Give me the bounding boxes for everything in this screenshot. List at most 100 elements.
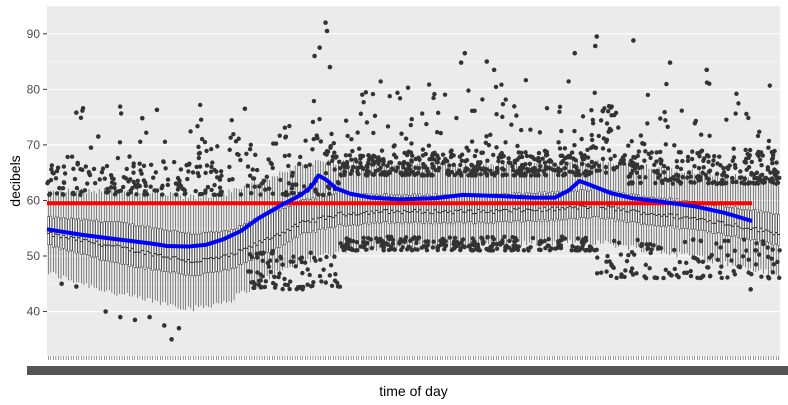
box (153, 227, 157, 270)
outlier-point (584, 172, 590, 178)
outlier-point (341, 247, 346, 253)
outlier-point (717, 270, 723, 275)
outlier-point (680, 158, 685, 164)
outlier-point (287, 279, 293, 284)
box (288, 206, 292, 243)
outlier-point (161, 159, 166, 165)
outlier-point (361, 240, 366, 246)
outlier-point (478, 172, 483, 177)
outlier-point (130, 185, 135, 191)
outlier-point (154, 107, 160, 113)
outlier-point (578, 151, 584, 156)
outlier-point (594, 247, 599, 252)
box (131, 223, 134, 266)
outlier-point (144, 130, 149, 135)
outlier-point (494, 165, 500, 171)
box (194, 233, 198, 276)
box (675, 198, 679, 227)
box (136, 225, 139, 268)
outlier-point (197, 102, 203, 108)
outlier-point (100, 166, 106, 171)
outlier-point (523, 150, 528, 155)
box (619, 193, 623, 222)
box (80, 220, 83, 255)
outlier-point (413, 156, 418, 162)
box (260, 216, 264, 257)
outlier-point (104, 190, 109, 195)
outlier-point (334, 154, 339, 159)
outlier-point (592, 90, 597, 95)
outlier-point (486, 248, 491, 253)
outlier-point (637, 180, 643, 186)
outlier-point (309, 284, 314, 289)
outlier-point (748, 287, 753, 292)
outlier-point (464, 145, 469, 150)
outlier-point (600, 109, 606, 114)
outlier-point (139, 115, 145, 121)
outlier-point (766, 145, 771, 150)
outlier-point (430, 245, 436, 250)
outlier-point (574, 246, 580, 252)
outlier-point (648, 250, 653, 256)
outlier-point (643, 276, 649, 281)
outlier-point (643, 262, 649, 268)
outlier-point (705, 180, 711, 186)
box (375, 193, 378, 223)
outlier-point (242, 106, 248, 112)
outlier-point (261, 250, 266, 255)
outlier-point (308, 250, 313, 255)
outlier-point (626, 252, 631, 258)
outlier-point (663, 267, 669, 272)
outlier-point (378, 165, 383, 170)
outlier-point (594, 34, 600, 39)
box (314, 198, 317, 233)
outlier-point (519, 150, 524, 156)
box (668, 197, 671, 226)
outlier-point (277, 271, 282, 276)
outlier-point (661, 163, 667, 169)
outlier-point (436, 243, 441, 249)
outlier-point (329, 283, 335, 289)
box (377, 195, 381, 224)
box (673, 200, 676, 229)
outlier-point (74, 185, 80, 191)
outlier-point (707, 168, 713, 173)
outlier-point (59, 281, 64, 287)
box (148, 226, 152, 269)
box (413, 193, 416, 222)
outlier-point (707, 81, 712, 86)
box (614, 193, 618, 222)
outlier-point (324, 254, 329, 260)
box (273, 211, 276, 250)
outlier-point (647, 265, 652, 271)
outlier-point (249, 280, 254, 285)
box (545, 193, 549, 222)
outlier-point (165, 182, 171, 188)
outlier-point (544, 106, 550, 111)
outlier-point (556, 140, 561, 145)
outlier-point (51, 171, 56, 176)
outlier-point (424, 248, 430, 253)
outlier-point (218, 189, 223, 195)
outlier-point (672, 247, 677, 253)
outlier-point (719, 275, 724, 281)
box (222, 230, 226, 270)
outlier-point (596, 163, 602, 169)
outlier-point (336, 159, 342, 165)
outlier-point (598, 118, 604, 123)
outlier-point (659, 178, 665, 184)
outlier-point (621, 161, 627, 166)
outlier-point (452, 235, 458, 241)
outlier-point (364, 120, 370, 125)
outlier-point (327, 64, 333, 70)
outlier-point (473, 171, 479, 177)
box (724, 206, 727, 236)
outlier-point (484, 59, 490, 64)
box (553, 193, 556, 222)
outlier-point (635, 237, 640, 243)
outlier-point (507, 238, 512, 244)
outlier-point (229, 118, 234, 123)
outlier-point (385, 124, 391, 129)
outlier-point (757, 252, 762, 257)
outlier-point (462, 244, 467, 250)
